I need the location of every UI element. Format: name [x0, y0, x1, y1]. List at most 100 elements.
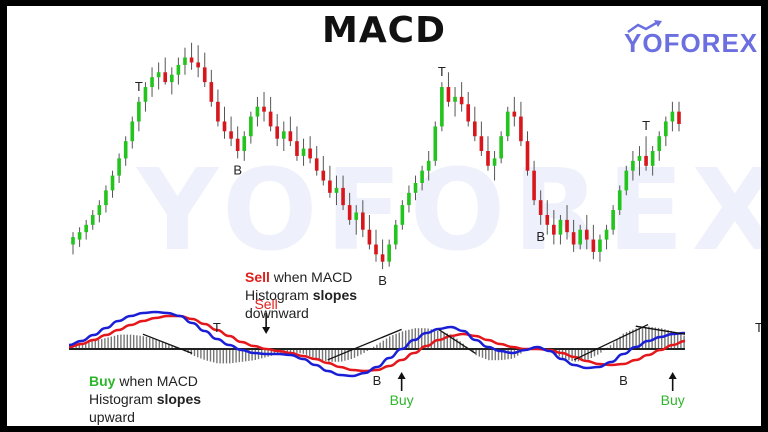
page-title: MACD — [322, 10, 446, 51]
histogram-bar — [494, 349, 496, 361]
histogram-bar — [200, 349, 202, 359]
candle-body — [532, 170, 536, 201]
candle-body — [631, 160, 635, 171]
candle-body — [611, 210, 615, 230]
histogram-bar — [661, 328, 663, 349]
sell-label: Sell — [254, 296, 277, 312]
candle-body — [393, 224, 398, 245]
candle-body — [130, 121, 135, 142]
candle-body — [268, 111, 273, 127]
histogram-bar — [587, 349, 589, 360]
candlestick-series — [71, 42, 681, 270]
candle-body — [137, 101, 141, 122]
candle-body — [156, 72, 161, 78]
histogram-bar — [238, 349, 240, 363]
buy-note-line3: upward — [89, 409, 135, 425]
histogram-bar — [446, 333, 448, 349]
candle-body — [275, 126, 280, 139]
indicator-label-b: B — [373, 373, 382, 388]
histogram-bar — [392, 335, 394, 349]
sell-note-keyword: Sell — [245, 269, 270, 285]
histogram-bar — [161, 341, 164, 349]
histogram-bar — [670, 330, 672, 349]
histogram-bar — [152, 338, 154, 349]
candle-body — [176, 64, 181, 75]
histogram-bar — [225, 349, 228, 364]
candle-body — [367, 229, 372, 245]
sell-note-line3: downward — [245, 305, 309, 321]
candle-body — [209, 82, 214, 102]
candle-body — [97, 205, 102, 215]
histogram-bar — [667, 330, 669, 349]
candle-body — [519, 116, 523, 142]
buy-note-keyword: Buy — [89, 373, 116, 389]
candle-body — [420, 170, 424, 183]
candle-body — [169, 74, 174, 83]
candle-body — [591, 239, 596, 252]
histogram-bar — [408, 329, 410, 349]
candle-body — [222, 121, 227, 132]
histogram-bar — [629, 330, 631, 349]
histogram-bar — [453, 336, 455, 349]
candle-body — [123, 141, 128, 159]
candle-body — [354, 212, 359, 220]
candle-body — [143, 87, 148, 102]
candle-body — [505, 111, 510, 137]
histogram-bar — [222, 349, 224, 364]
histogram-bar — [149, 337, 151, 349]
histogram-bar — [360, 349, 362, 355]
histogram-bar — [641, 327, 644, 349]
macd-histogram — [69, 326, 685, 364]
histogram-bar — [110, 336, 112, 349]
indicator-annotations: TSellBBuyBBuyTSellBBuyTSell — [213, 296, 761, 408]
histogram-bar — [347, 349, 349, 360]
histogram-bar — [126, 334, 128, 349]
histogram-bar — [133, 334, 135, 349]
histogram-bar — [331, 349, 333, 362]
histogram-bar — [497, 349, 500, 361]
histogram-bar — [449, 334, 452, 349]
brand-logo: YOFOREX — [624, 20, 759, 60]
candle-body — [77, 232, 82, 240]
candle-body — [117, 158, 121, 176]
signal-line — [68, 314, 686, 373]
histogram-bar — [619, 336, 621, 349]
histogram-bar — [165, 343, 167, 349]
candle-body — [604, 229, 609, 240]
histogram-bar — [574, 349, 576, 362]
histogram-bar — [507, 349, 509, 360]
candle-body — [328, 180, 332, 193]
histogram-bar — [85, 343, 87, 349]
histogram-bar — [168, 344, 170, 349]
buy-note: Buy when MACD Histogram slopes upward — [89, 372, 201, 426]
histogram-bar — [190, 349, 192, 355]
histogram-bar — [462, 343, 464, 349]
price-annotation-t: T — [642, 118, 650, 133]
histogram-bar — [309, 349, 311, 357]
candle-body — [617, 190, 622, 211]
logo-text: YOFOREX — [624, 28, 759, 58]
candle-body — [472, 121, 477, 137]
histogram-bar — [597, 349, 599, 355]
histogram-bar — [459, 341, 461, 349]
histogram-bar — [312, 349, 314, 358]
candle-body — [624, 170, 629, 191]
histogram-bar — [113, 335, 116, 349]
histogram-bar — [104, 338, 106, 349]
candle-body — [426, 160, 431, 171]
histogram-bar — [75, 344, 77, 349]
histogram-bar — [142, 336, 144, 349]
candle-body — [479, 136, 484, 151]
histogram-bar — [504, 349, 506, 360]
histogram-bar — [129, 334, 132, 349]
buy-label: Buy — [661, 392, 685, 408]
histogram-bar — [174, 346, 176, 349]
histogram-bar — [405, 330, 407, 349]
histogram-bar — [296, 349, 298, 353]
histogram-bar — [270, 349, 272, 356]
histogram-bar — [241, 349, 244, 362]
candle-body — [644, 155, 648, 166]
histogram-bar — [321, 349, 324, 361]
histogram-bar — [593, 349, 596, 357]
